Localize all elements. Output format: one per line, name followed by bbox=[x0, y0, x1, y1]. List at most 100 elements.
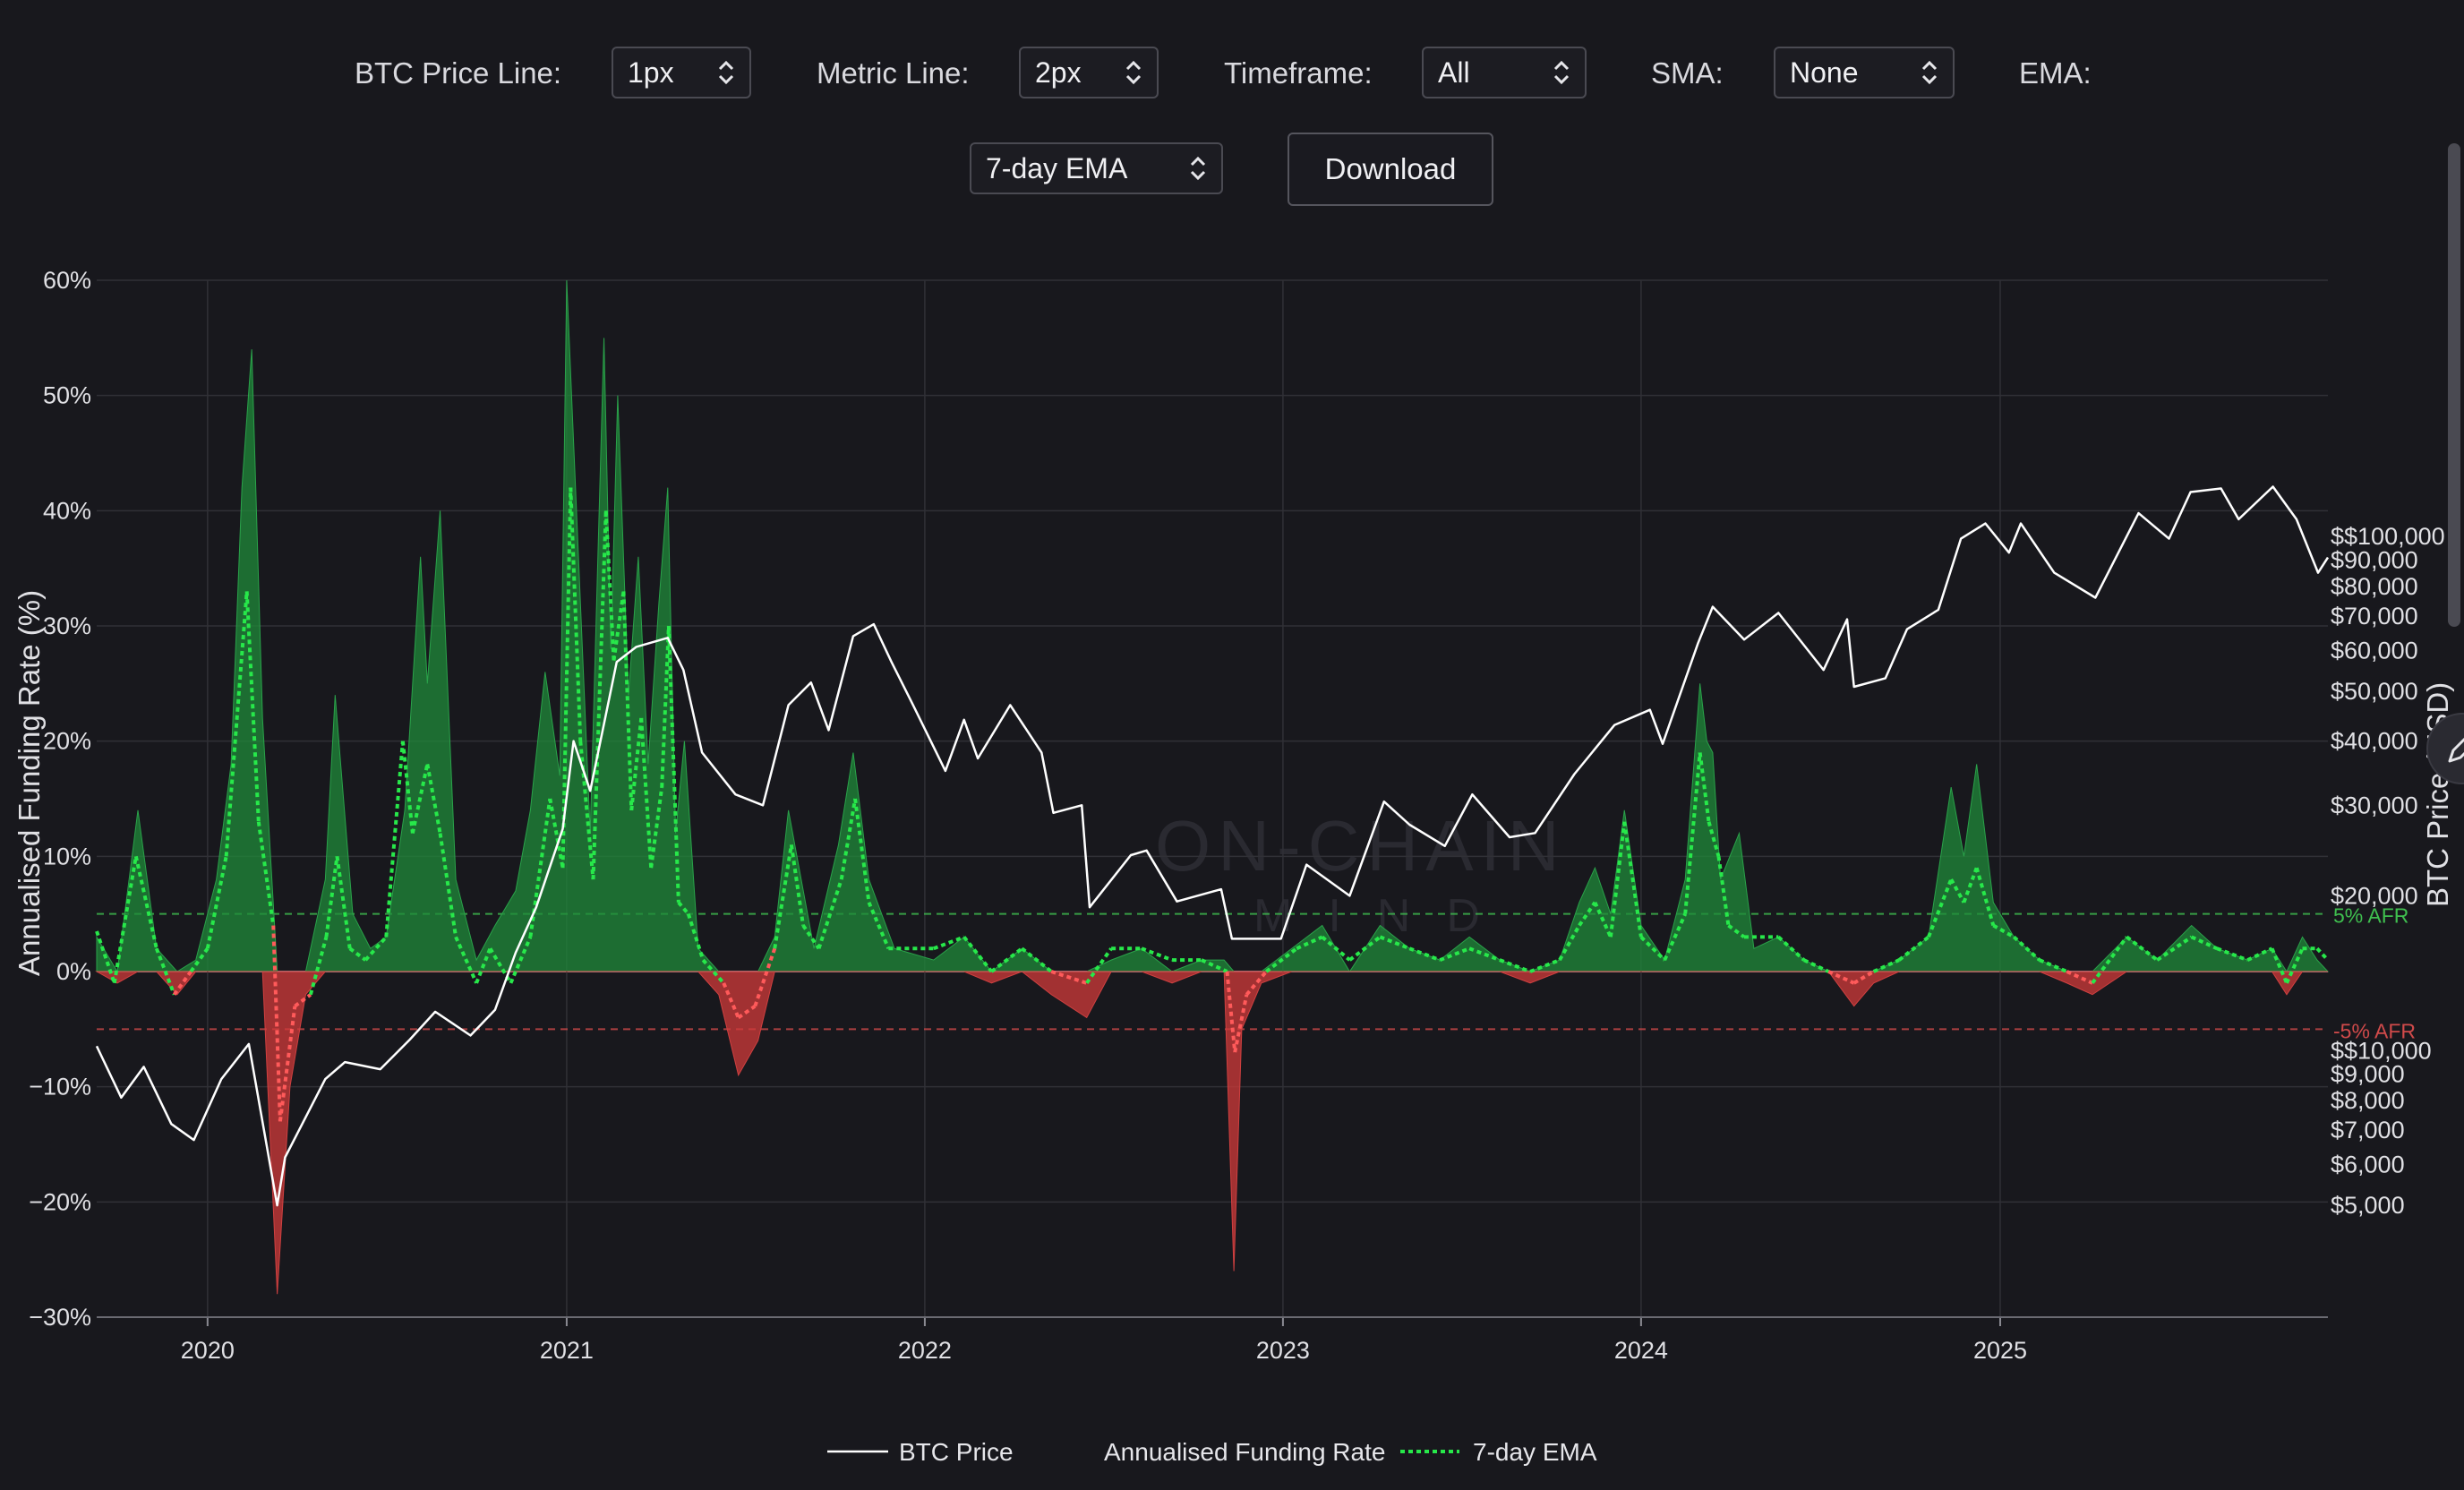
y-tick-label: 30% bbox=[43, 612, 91, 639]
y2-tick-label: $20,000 bbox=[2331, 882, 2418, 909]
ema-segment bbox=[348, 946, 367, 962]
x-tick-label: 2022 bbox=[898, 1337, 952, 1364]
ema-segment bbox=[1962, 867, 1979, 903]
ema-segment bbox=[1716, 856, 1731, 926]
ema-segment bbox=[271, 925, 282, 1122]
metric-line-select[interactable]: 2px bbox=[1019, 47, 1159, 98]
x-tick-label: 2021 bbox=[540, 1337, 594, 1364]
ema-segment bbox=[1558, 924, 1581, 962]
ema-segment bbox=[1663, 912, 1688, 961]
edit-button[interactable] bbox=[2426, 713, 2464, 784]
ema-segment bbox=[737, 1004, 757, 1020]
ema-segment bbox=[1439, 946, 1470, 962]
chevron-up-down-icon bbox=[1921, 60, 1938, 85]
ema-segment bbox=[2039, 958, 2068, 973]
ema-segment bbox=[2216, 946, 2248, 963]
ema-segment bbox=[278, 1006, 297, 1122]
watermark-line1: ON-CHAIN bbox=[1155, 806, 1567, 886]
ema-segment bbox=[1698, 752, 1711, 822]
ema-segment bbox=[256, 821, 276, 926]
y2-tick-label: $$10,000 bbox=[2331, 1037, 2432, 1064]
ema-segment bbox=[1468, 946, 1501, 963]
ema-segment bbox=[1050, 970, 1088, 985]
ema-segment bbox=[1321, 935, 1351, 962]
y-tick-label: 60% bbox=[43, 267, 91, 294]
legend-label-funding-rate: Annualised Funding Rate bbox=[1104, 1438, 1385, 1466]
ema-segment bbox=[294, 993, 312, 1008]
y-tick-label: 50% bbox=[43, 382, 91, 409]
ema-segment bbox=[2012, 935, 2041, 962]
legend-label-btc-price: BTC Price bbox=[899, 1438, 1014, 1466]
x-tick-label: 2023 bbox=[1256, 1337, 1310, 1364]
ema-segment bbox=[1776, 935, 1806, 962]
ema-segment bbox=[2091, 936, 2128, 985]
ema-segment bbox=[154, 947, 176, 996]
x-tick-label: 2024 bbox=[1614, 1337, 1668, 1364]
ema-segment bbox=[548, 798, 565, 869]
ema-segment bbox=[853, 798, 871, 903]
ema-series bbox=[95, 487, 2330, 1122]
ema-segment bbox=[454, 936, 478, 984]
ema-segment bbox=[1639, 935, 1666, 962]
ema-segment bbox=[438, 833, 458, 938]
ema-segment bbox=[1927, 878, 1954, 938]
ema-segment bbox=[1622, 821, 1643, 938]
ema-segment bbox=[933, 935, 965, 951]
y-tick-label: −10% bbox=[29, 1074, 91, 1100]
ema-segment bbox=[722, 982, 740, 1019]
ema-segment bbox=[384, 741, 405, 938]
y2-tick-label: $40,000 bbox=[2331, 728, 2418, 755]
ema-segment bbox=[591, 510, 608, 880]
btc-price-line-select[interactable]: 1px bbox=[612, 47, 751, 98]
ema-segment bbox=[1992, 923, 2015, 939]
watermark: ON-CHAIN MIND bbox=[1155, 806, 1567, 942]
y2-tick-label: $90,000 bbox=[2331, 546, 2418, 573]
ema-segment bbox=[639, 717, 654, 869]
ema-select[interactable]: 7-day EMA bbox=[970, 142, 1223, 194]
y2-tick-label: $$100,000 bbox=[2331, 523, 2445, 550]
chevron-up-down-icon bbox=[718, 60, 734, 85]
ema-segment bbox=[1245, 970, 1268, 997]
timeframe-value: All bbox=[1438, 56, 1470, 89]
scrollbar[interactable] bbox=[2448, 143, 2460, 627]
chart-controls: BTC Price Line: 1px Metric Line: 2px Tim… bbox=[0, 0, 2464, 233]
download-button[interactable]: Download bbox=[1288, 133, 1493, 206]
btc-price-series bbox=[95, 485, 2330, 1207]
ema-segment bbox=[686, 913, 706, 961]
ema-segment bbox=[817, 878, 843, 949]
ema-segment bbox=[990, 946, 1023, 973]
y-tick-label: −30% bbox=[29, 1304, 91, 1331]
funding-rate-series bbox=[95, 279, 2330, 1295]
ema-segment bbox=[1379, 935, 1410, 951]
ema-segment bbox=[1408, 946, 1441, 963]
ema-segment bbox=[666, 625, 680, 903]
ema-segment bbox=[701, 958, 725, 985]
x-tick-label: 2020 bbox=[181, 1337, 235, 1364]
sma-label: SMA: bbox=[1651, 56, 1724, 90]
sma-select[interactable]: None bbox=[1774, 47, 1955, 98]
ema-segment bbox=[1608, 821, 1627, 938]
metric-line-label: Metric Line: bbox=[817, 56, 970, 90]
watermark-line2: MIND bbox=[1253, 890, 1516, 942]
btc-price-line-value: 1px bbox=[628, 56, 674, 89]
funding-rate-negative-area bbox=[95, 971, 2328, 1295]
reference-line-label: 5% AFR bbox=[2333, 904, 2408, 928]
sma-value: None bbox=[1790, 56, 1859, 89]
reference-line-label: -5% AFR bbox=[2333, 1019, 2416, 1042]
ema-segment bbox=[244, 591, 261, 822]
y-tick-label: 40% bbox=[43, 497, 91, 524]
ema-segment bbox=[1499, 958, 1531, 973]
ema-label: EMA: bbox=[2019, 56, 2092, 90]
y-tick-label: −20% bbox=[29, 1188, 91, 1215]
ema-segment bbox=[528, 798, 552, 938]
ema-segment bbox=[410, 763, 430, 835]
y-axis-title: Annualised Funding Rate (%) bbox=[13, 590, 46, 976]
ema-segment bbox=[1141, 946, 1173, 963]
timeframe-select[interactable]: All bbox=[1422, 47, 1587, 98]
y-tick-label: 0% bbox=[56, 958, 91, 985]
y2-tick-label: $6,000 bbox=[2331, 1152, 2405, 1178]
y2-tick-label: $50,000 bbox=[2331, 678, 2418, 705]
btc-price-line bbox=[95, 485, 2330, 1207]
ema-segment bbox=[95, 930, 116, 984]
ema-segment bbox=[1225, 971, 1237, 1053]
